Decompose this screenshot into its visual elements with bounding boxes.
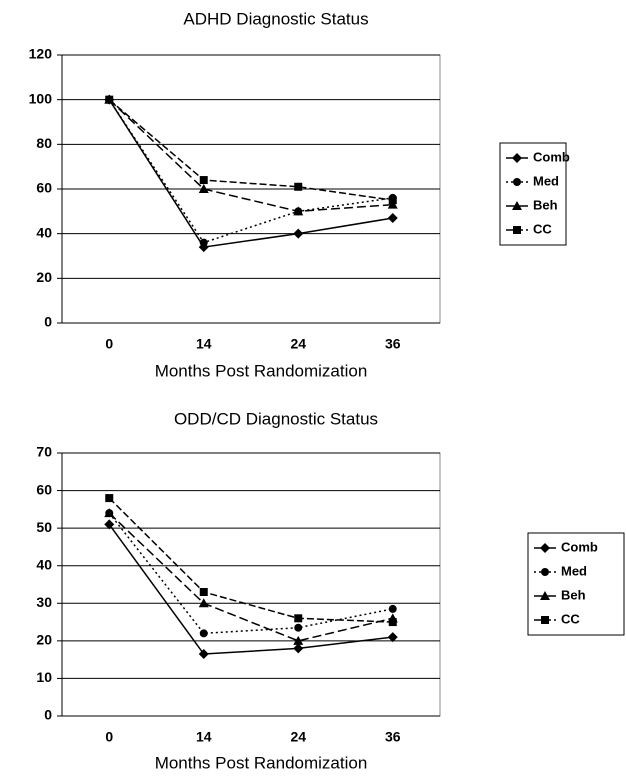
y-tick-label: 60 [36,481,52,497]
series-line [108,523,393,655]
legend-label: Med [533,173,559,188]
legend-label: CC [561,611,580,626]
series-line [108,99,393,248]
legend-label: CC [533,221,552,236]
x-tick-label: 0 [105,336,113,352]
data-point [387,213,398,224]
data-point [293,228,304,239]
x-axis-title: Months Post Randomization [155,753,368,772]
y-tick-label: 20 [36,632,52,648]
series-line [108,99,393,201]
data-point [388,196,397,205]
data-point [104,519,115,530]
y-tick-label: 80 [36,135,52,151]
y-tick-label: 50 [36,519,52,535]
legend-marker [541,616,549,624]
data-point [198,184,209,193]
chart-title: ODD/CD Diagnostic Status [174,409,378,428]
legend-marker [512,201,522,210]
legend-label: Comb [561,539,598,554]
legend-marker [541,568,549,576]
data-point [294,623,303,632]
data-point [105,95,114,104]
legend-label: Comb [533,149,570,164]
data-point [388,618,397,627]
series-line [108,99,393,213]
data-point [293,635,304,645]
y-tick-label: 60 [36,180,52,196]
series-line [108,512,393,642]
data-point [388,604,397,613]
data-point [387,632,398,643]
x-axis-title: Months Post Randomization [155,361,368,380]
y-tick-label: 70 [36,444,52,460]
x-tick-label: 14 [196,336,212,352]
legend-label: Med [561,563,587,578]
y-tick-label: 0 [44,314,52,330]
series-line [108,497,393,623]
legend-box [499,142,567,246]
legend-label: Beh [533,197,558,212]
legend-marker [513,178,521,186]
legend-marker [513,226,521,234]
x-tick-label: 36 [385,336,401,352]
x-tick-label: 0 [105,729,113,745]
y-tick-label: 10 [36,669,52,685]
x-tick-label: 36 [385,729,401,745]
data-point [294,182,303,191]
data-point [199,629,208,638]
legend-marker [540,543,550,553]
y-tick-label: 20 [36,269,52,285]
data-point [294,614,303,623]
y-tick-label: 30 [36,594,52,610]
data-point [199,588,208,597]
x-tick-label: 24 [290,336,306,352]
x-tick-label: 24 [290,729,306,745]
y-tick-label: 40 [36,224,52,240]
plot-area [61,452,441,717]
y-tick-label: 40 [36,556,52,572]
legend-marker [540,591,550,600]
data-point [199,238,208,247]
data-point [293,643,304,654]
legend-marker [512,153,522,163]
legend-label: Beh [561,587,586,602]
y-tick-label: 120 [29,46,53,62]
data-point [198,598,209,608]
data-point [105,494,114,503]
chart-title: ADHD Diagnostic Status [183,9,368,28]
series-line [108,512,393,635]
data-point [293,206,304,216]
series-line [108,99,393,244]
data-point [104,508,115,518]
y-tick-label: 100 [29,90,53,106]
x-tick-label: 14 [196,729,212,745]
y-tick-label: 0 [44,707,52,723]
data-point [199,176,208,185]
data-point [198,649,209,660]
